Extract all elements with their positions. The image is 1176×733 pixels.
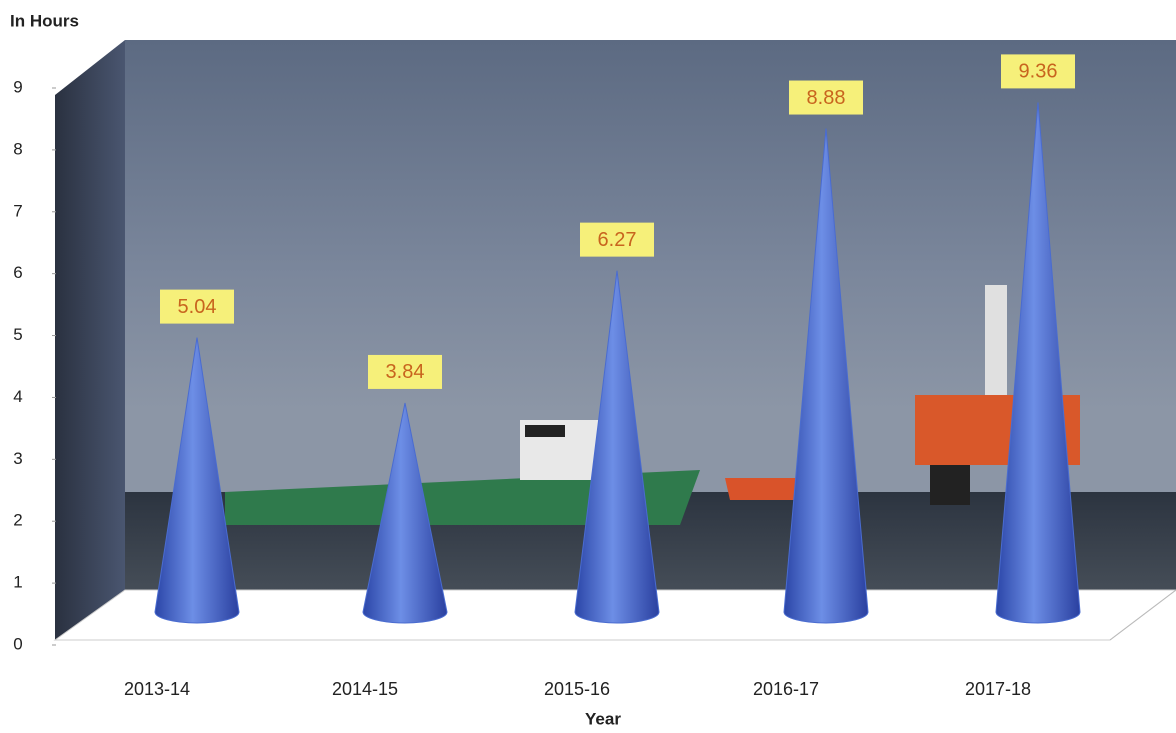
cone-mark [783,128,869,624]
cone [362,402,448,624]
y-tick-label: 2 [13,511,22,530]
y-tick-label: 9 [13,77,22,96]
cone-mark [154,337,240,624]
cone-mark [574,270,660,624]
x-tick-label: 2015-16 [544,679,610,699]
y-tick-label: 7 [13,201,22,220]
y-tick-label: 8 [13,139,22,158]
cone-mark [362,402,448,624]
value-label: 9.36 [1019,61,1058,83]
y-tick-label: 1 [13,573,22,592]
value-label: 3.84 [386,361,425,383]
x-tick-label: 2013-14 [124,679,190,699]
cone [154,337,240,624]
cone-mark [995,102,1081,624]
value-label-box [789,80,863,115]
value-label: 6.27 [598,229,637,251]
y-tick-label: 6 [13,263,22,282]
y-tick-label: 0 [13,634,22,653]
value-label-box [1001,54,1075,89]
x-tick-label: 2016-17 [753,679,819,699]
y-tick-label: 4 [13,387,22,406]
x-tick-label: 2014-15 [332,679,398,699]
y-tick-label: 5 [13,325,22,344]
value-label-box [580,222,654,257]
x-tick-label: 2017-18 [965,679,1031,699]
cone [783,128,869,624]
y-axis-label: In Hours [10,11,79,30]
cone [574,270,660,624]
value-label: 8.88 [807,87,846,109]
value-label-box [368,354,442,389]
value-label: 5.04 [178,296,217,318]
x-axis-label: Year [585,709,621,728]
value-label-box [160,289,234,324]
cone [995,102,1081,624]
y-tick-label: 3 [13,449,22,468]
floor-edge [1109,589,1176,641]
